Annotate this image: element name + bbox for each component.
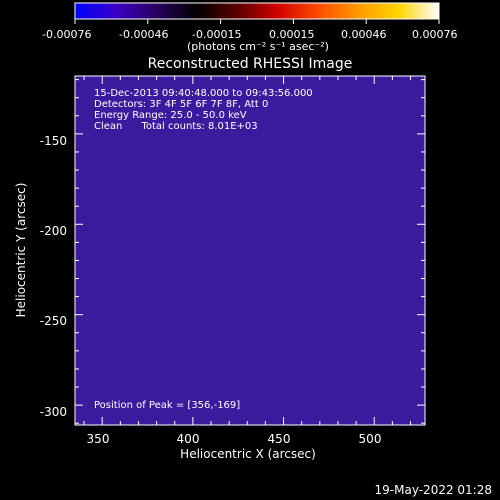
colorbar-gradient: [74, 2, 440, 20]
axis-ticks: [75, 76, 425, 425]
colorbar-ticks: [74, 19, 440, 24]
info-detectors: Detectors: 3F 4F 5F 6F 7F 8F, Att 0: [94, 99, 268, 110]
date-stamp: 19-May-2022 01:28: [375, 483, 492, 497]
plot-title: Reconstructed RHESSI Image: [148, 56, 353, 72]
info-clean-counts: Clean Total counts: 8.01E+03: [94, 121, 258, 132]
y-axis-label: Heliocentric Y (arcsec): [14, 183, 28, 318]
rhessi-image: [75, 76, 425, 425]
y-tick-label: -300: [40, 405, 67, 419]
y-tick-label: -200: [40, 224, 67, 238]
y-tick-labels: -150 -200 -250 -300: [40, 134, 67, 419]
colorbar-units-label: (photons cm⁻² s⁻¹ asec⁻²): [187, 40, 329, 53]
colorbar-tick-label-1: -0.00046: [119, 28, 168, 41]
x-tick-label: 350: [87, 432, 110, 446]
colorbar-tick-label-2: -0.00015: [192, 28, 241, 41]
colorbar-tick-label-5: 0.00076: [412, 28, 458, 41]
colorbar: -0.00076 -0.00046 -0.00015 0.00015 0.000…: [42, 2, 458, 53]
y-tick-label: -150: [40, 134, 67, 148]
colorbar-tick-label-3: 0.00015: [269, 28, 315, 41]
x-tick-label: 400: [177, 432, 200, 446]
image-frame: [74, 75, 426, 426]
colorbar-tick-label-0: -0.00076: [42, 28, 91, 41]
info-overlay: 15-Dec-2013 09:40:48.000 to 09:43:56.000…: [94, 88, 313, 411]
x-tick-labels: 350 400 450 500: [87, 432, 382, 446]
x-tick-label: 450: [268, 432, 291, 446]
info-energy-range: Energy Range: 25.0 - 50.0 keV: [94, 110, 247, 121]
peak-position-label: Position of Peak = [356,-169]: [94, 400, 240, 411]
x-axis-label: Heliocentric X (arcsec): [180, 447, 316, 461]
y-tick-label: -250: [40, 314, 67, 328]
info-time-range: 15-Dec-2013 09:40:48.000 to 09:43:56.000: [94, 88, 313, 99]
colorbar-tick-label-4: 0.00046: [341, 28, 387, 41]
x-tick-label: 500: [359, 432, 382, 446]
